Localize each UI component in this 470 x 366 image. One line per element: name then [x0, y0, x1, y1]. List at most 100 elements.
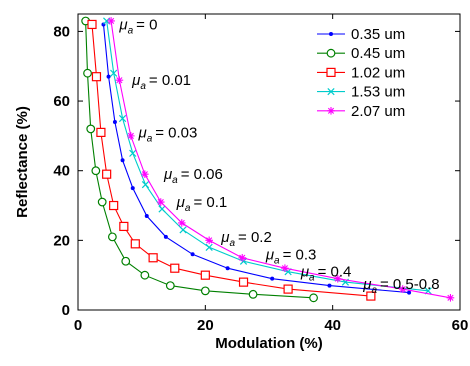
data-point: [140, 270, 150, 280]
series-line: [91, 24, 371, 297]
data-point: [248, 289, 258, 299]
mu-subscript: a: [185, 203, 191, 214]
mu-a-annotation: μa = 0.3: [265, 246, 317, 266]
mu-value: = 0.1: [193, 194, 227, 211]
legend-marker: [327, 87, 335, 96]
data-point: [156, 198, 165, 206]
mu-subscript: a: [229, 238, 235, 249]
data-point: [200, 286, 210, 296]
data-point: [120, 158, 125, 163]
series-line: [110, 20, 451, 299]
data-point: [205, 236, 213, 245]
data-point: [141, 181, 150, 189]
data-point: [270, 276, 275, 281]
data-point: [86, 124, 96, 134]
data-point: [446, 294, 455, 302]
mu-value: = 0.5-0.8: [380, 276, 440, 293]
data-point: [91, 72, 102, 82]
series-line: [85, 20, 314, 299]
y-axis-label: Reflectance (%): [14, 106, 31, 218]
legend-entry: 1.02 um: [317, 64, 405, 81]
data-point: [179, 226, 187, 234]
series-line: [106, 20, 429, 292]
x-tick-label: 20: [197, 317, 214, 334]
series-1-02-um: [87, 19, 376, 301]
mu-a-annotation: μa = 0.01: [131, 72, 191, 92]
mu-symbol: μ: [220, 229, 229, 246]
x-tick-label: 40: [324, 317, 341, 334]
data-point: [281, 264, 289, 273]
data-point: [148, 253, 158, 263]
legend-entry: 1.53 um: [317, 84, 405, 101]
mu-value: = 0.06: [181, 166, 223, 183]
legend-label: 2.07 um: [351, 103, 405, 120]
data-point: [110, 69, 118, 77]
data-point: [158, 205, 166, 213]
mu-a-annotation: μa = 0.03: [137, 124, 197, 144]
legend-entry: 2.07 um: [317, 103, 405, 120]
data-point: [102, 169, 112, 179]
data-point: [283, 284, 293, 294]
plot-frame: [77, 13, 461, 311]
data-point: [118, 114, 127, 123]
data-point: [225, 266, 230, 271]
mu-symbol: μ: [137, 124, 146, 141]
legend-marker: [327, 107, 335, 115]
data-point: [107, 17, 115, 25]
data-point: [119, 221, 129, 232]
legend-entry: 0.45 um: [317, 45, 405, 62]
mu-symbol: μ: [300, 264, 309, 281]
data-point: [106, 74, 111, 79]
mu-symbol: μ: [118, 16, 127, 33]
data-point: [398, 285, 407, 293]
mu-value: = 0: [136, 16, 157, 33]
legend-label: 1.02 um: [351, 64, 405, 81]
legend: 0.35 um 0.45 um 1.02 um 1.53 um 2.07 um: [317, 26, 405, 120]
mu-symbol: μ: [362, 276, 371, 293]
mu-subscript: a: [128, 25, 134, 36]
data-point: [366, 291, 376, 301]
legend-label: 1.53 um: [351, 84, 405, 101]
legend-marker: [329, 32, 333, 36]
data-point: [97, 197, 107, 207]
data-point: [127, 132, 135, 140]
mu-a-annotation: μa = 0.2: [220, 229, 272, 249]
data-point: [163, 234, 168, 239]
mu-a-annotation: μa = 0: [118, 16, 157, 36]
x-axis-label: Modulation (%): [215, 335, 322, 352]
mu-subscript: a: [371, 285, 377, 296]
series-layer: [81, 16, 455, 303]
mu-value: = 0.03: [155, 124, 197, 141]
data-point: [96, 127, 106, 137]
data-point: [333, 274, 342, 283]
mu-value: = 0.4: [318, 264, 352, 281]
data-point: [83, 68, 92, 78]
series-line: [102, 24, 410, 294]
y-tick-label: 0: [62, 302, 70, 319]
mu-subscript: a: [274, 255, 280, 266]
mu-value: = 0.01: [149, 72, 191, 89]
mu-value: = 0.3: [283, 246, 317, 263]
mu-a-annotation: μa = 0.4: [300, 264, 352, 284]
mu-subscript: a: [147, 133, 153, 144]
data-point: [407, 290, 412, 295]
x-tick-label: 0: [74, 317, 82, 334]
legend-label: 0.45 um: [351, 45, 405, 62]
data-point: [177, 219, 186, 227]
legend-label: 0.35 um: [351, 26, 405, 43]
mu-value: = 0.2: [238, 229, 272, 246]
mu-symbol: μ: [176, 194, 185, 211]
data-point: [115, 76, 124, 84]
y-tick-label: 80: [53, 23, 70, 40]
x-axis-ticks: 0 20 40 60: [74, 14, 468, 334]
mu-a-annotation: μa = 0.5-0.8: [362, 276, 439, 296]
y-axis-ticks: 0 20 40 60 80: [53, 23, 460, 319]
data-point: [238, 277, 249, 287]
series-2-07-um: [107, 17, 455, 302]
mu-subscript: a: [309, 273, 315, 284]
data-point: [165, 281, 175, 291]
data-point: [130, 186, 135, 191]
data-point: [170, 263, 180, 273]
